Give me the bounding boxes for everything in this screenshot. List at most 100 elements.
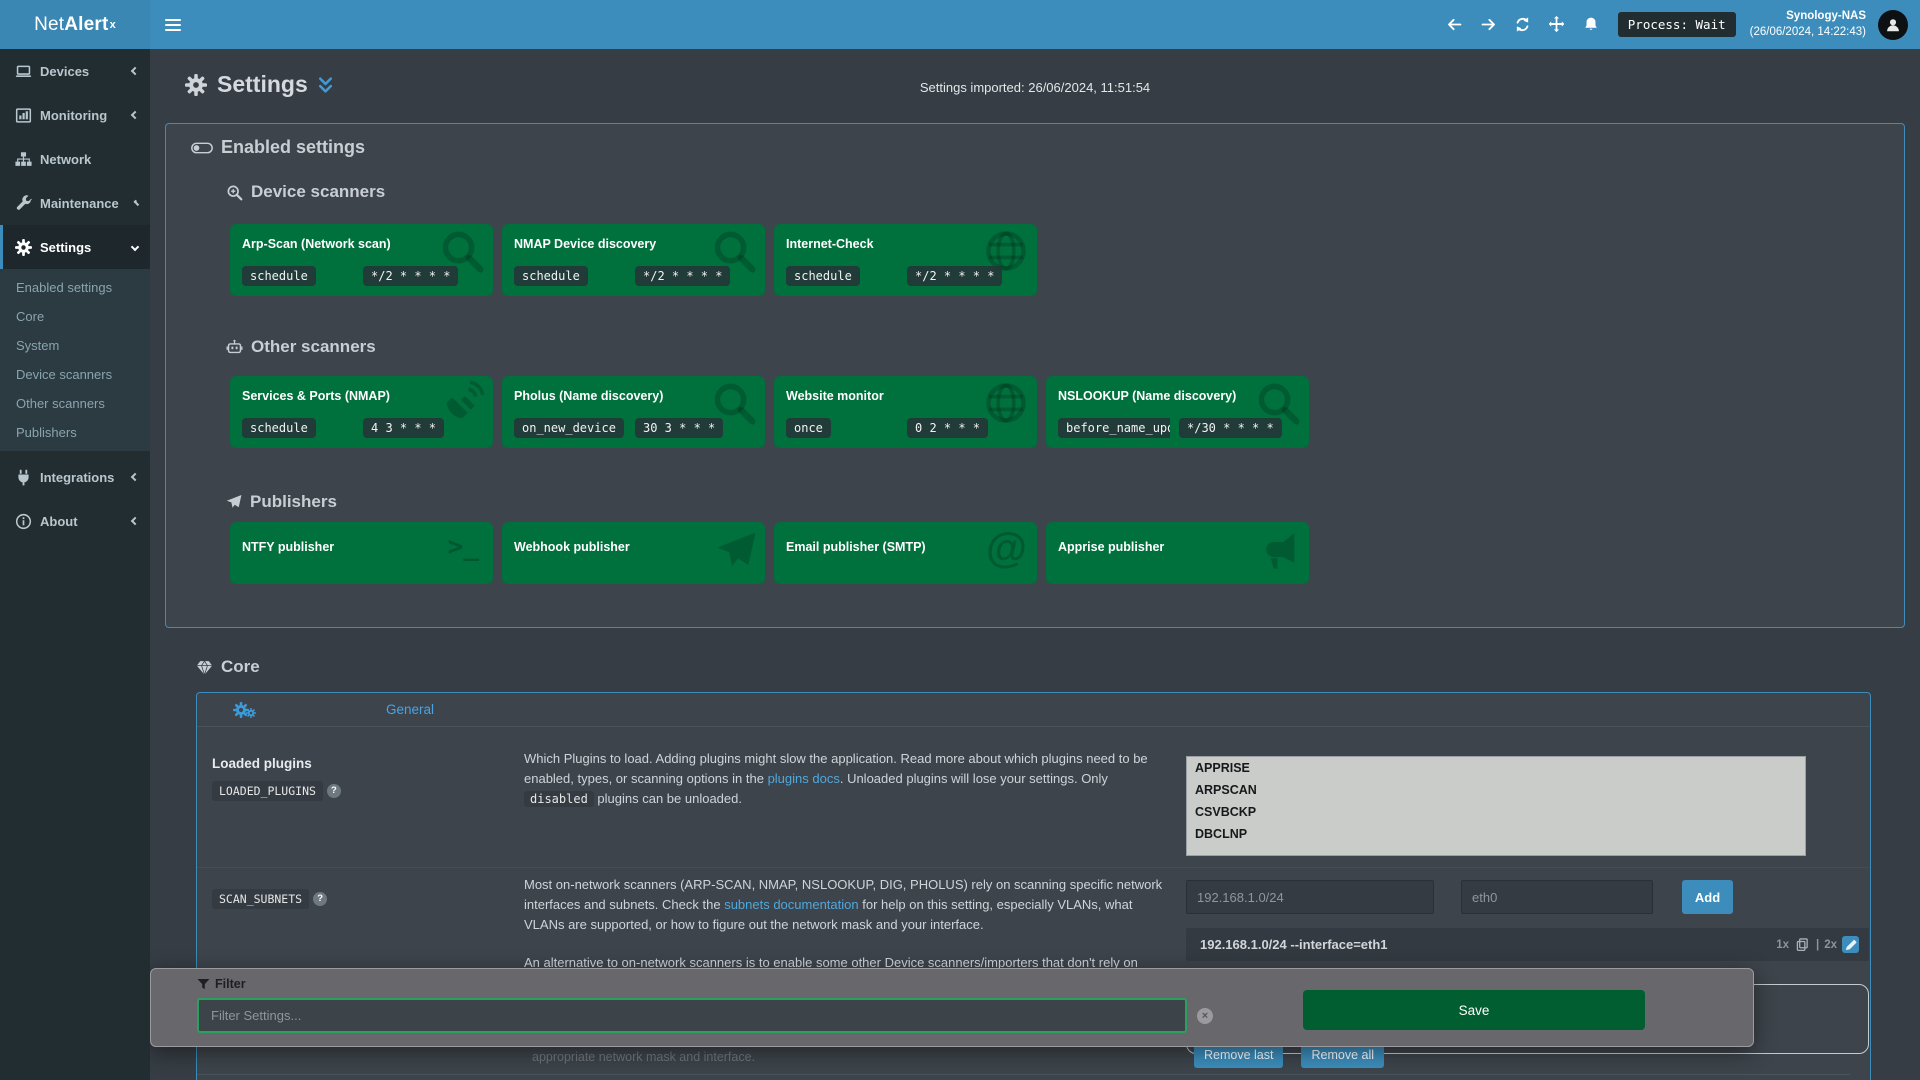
sidebar-label-maintenance: Maintenance	[40, 195, 119, 211]
funnel-icon	[197, 979, 210, 990]
description-text: for help on this setting, especially VLA…	[524, 897, 1133, 933]
chevron-left-icon	[130, 472, 140, 482]
cron-badge: */2 * * * *	[363, 266, 459, 286]
loaded-plugins-listbox[interactable]: APPRISE ARPSCAN CSVBCKP DBCLNP	[1186, 756, 1806, 856]
host-time: (26/06/2024, 14:22:43)	[1749, 25, 1866, 38]
add-subnet-button[interactable]: Add	[1682, 880, 1733, 914]
user-icon	[1884, 16, 1902, 34]
other-scanners-header: Other scanners	[226, 337, 376, 357]
nav-back-icon[interactable]	[1438, 0, 1472, 49]
listbox-option[interactable]: CSVBCKP	[1195, 805, 1257, 819]
enabled-settings-panel: Enabled settings Device scanners Arp-Sca…	[165, 123, 1905, 628]
nav-notifications-icon[interactable]	[1574, 0, 1608, 49]
enabled-settings-title: Enabled settings	[221, 137, 366, 157]
listbox-option[interactable]: APPRISE	[1195, 761, 1250, 775]
publisher-card-apprise[interactable]: Apprise publisher	[1046, 522, 1309, 584]
sidebar-item-core[interactable]: Core	[16, 309, 45, 324]
sidebar-item-maintenance[interactable]: Maintenance	[0, 181, 150, 225]
disabled-code: disabled	[524, 791, 594, 808]
sidebar-item-device-scanners[interactable]: Device scanners	[16, 367, 113, 382]
description-text: . Unloaded plugins will lose your settin…	[839, 771, 1108, 787]
cron-badge: 4 3 * * *	[363, 418, 445, 438]
interface-input[interactable]	[1461, 880, 1653, 914]
app-logo[interactable]: Net Alert x	[0, 0, 150, 49]
scanner-card-arpscan[interactable]: Arp-Scan (Network scan) schedule */2 * *…	[230, 224, 493, 296]
card-title: Website monitor	[786, 389, 884, 403]
edit-icon[interactable]	[1842, 936, 1859, 953]
cogs-icon	[233, 702, 256, 718]
sidebar-item-integrations[interactable]: Integrations	[0, 455, 150, 499]
scanner-card-pholus[interactable]: Pholus (Name discovery) on_new_device 30…	[502, 376, 765, 448]
filter-label-row: Filter	[197, 977, 246, 991]
hint-2x-label: 2x	[1824, 938, 1837, 951]
publisher-card-email[interactable]: Email publisher (SMTP) @	[774, 522, 1037, 584]
nav-forward-icon[interactable]	[1472, 0, 1506, 49]
publisher-card-ntfy[interactable]: NTFY publisher >_	[230, 522, 493, 584]
subnet-entry-text: 192.168.1.0/24 --interface=eth1	[1200, 937, 1388, 952]
card-title: Email publisher (SMTP)	[786, 540, 926, 554]
cron-badge: */2 * * * *	[635, 266, 731, 286]
subnet-input[interactable]	[1186, 880, 1434, 914]
subnet-entry-row[interactable]: 192.168.1.0/24 --interface=eth1 1x | 2x	[1186, 928, 1869, 961]
scanner-card-internet-check[interactable]: Internet-Check schedule */2 * * * *	[774, 224, 1037, 296]
nav-refresh-icon[interactable]	[1506, 0, 1540, 49]
scanner-card-nslookup[interactable]: NSLOOKUP (Name discovery) before_name_up…	[1046, 376, 1309, 448]
sidebar-item-publishers[interactable]: Publishers	[16, 425, 77, 440]
sidebar-label-settings: Settings	[40, 239, 92, 255]
schedule-type-badge: schedule	[786, 266, 860, 286]
core-header: Core	[196, 657, 260, 677]
copy-icon[interactable]	[1794, 936, 1811, 953]
plugins-docs-link[interactable]: plugins docs	[767, 771, 840, 787]
sidebar-item-system[interactable]: System	[16, 338, 60, 353]
hint-separator: |	[1815, 938, 1820, 951]
wrench-icon	[15, 195, 32, 212]
schedule-type-badge: schedule	[242, 418, 316, 438]
chevron-down-icon	[130, 242, 140, 252]
sidebar-item-enabled-settings[interactable]: Enabled settings	[16, 280, 113, 295]
page-header: Settings	[185, 71, 333, 98]
cron-badge: 30 3 * * *	[635, 418, 724, 438]
scan-subnets-description: Most on-network scanners (ARP-SCAN, NMAP…	[524, 875, 1164, 974]
save-button[interactable]: Save	[1303, 990, 1645, 1030]
cron-badge: */30 * * * *	[1179, 418, 1282, 438]
clear-filter-icon[interactable]: ×	[1197, 1008, 1213, 1024]
card-title: NSLOOKUP (Name discovery)	[1058, 389, 1237, 403]
help-icon[interactable]: ?	[326, 783, 341, 798]
publisher-card-webhook[interactable]: Webhook publisher	[502, 522, 765, 584]
gear-icon	[246, 708, 256, 718]
gem-icon	[196, 659, 213, 676]
user-avatar[interactable]	[1878, 9, 1908, 40]
listbox-option[interactable]: DBCLNP	[1195, 827, 1248, 841]
cron-badge: 0 2 * * *	[907, 418, 989, 438]
entry-hints: 1x | 2x	[1776, 936, 1859, 953]
sidebar-toggle-button[interactable]	[150, 0, 196, 49]
angles-down-icon[interactable]	[318, 76, 333, 94]
sidebar-item-network[interactable]: Network	[0, 137, 150, 181]
subnets-docs-link[interactable]: subnets documentation	[724, 897, 859, 913]
listbox-option[interactable]: ARPSCAN	[1195, 783, 1257, 797]
device-scanners-title: Device scanners	[251, 182, 386, 201]
card-title: Webhook publisher	[514, 540, 630, 554]
publishers-header: Publishers	[226, 492, 337, 512]
description-text-2: An alternative to on-network scanners is…	[524, 955, 1138, 971]
scanner-card-website-monitor[interactable]: Website monitor once 0 2 * * *	[774, 376, 1037, 448]
tab-general[interactable]: General	[386, 702, 435, 717]
help-icon[interactable]: ?	[313, 891, 328, 906]
toggle-icon	[191, 142, 213, 154]
sidebar-item-devices[interactable]: Devices	[0, 49, 150, 93]
move-icon	[1548, 16, 1565, 33]
scanner-card-services-ports[interactable]: Services & Ports (NMAP) schedule 4 3 * *…	[230, 376, 493, 448]
chevron-left-icon	[133, 199, 140, 207]
settings-submenu: Enabled settings Core System Device scan…	[0, 269, 150, 451]
info-icon	[15, 513, 32, 530]
sidebar-item-other-scanners[interactable]: Other scanners	[16, 396, 105, 411]
filter-settings-input[interactable]	[197, 998, 1187, 1033]
sidebar-item-monitoring[interactable]: Monitoring	[0, 93, 150, 137]
sidebar-item-about[interactable]: About	[0, 499, 150, 543]
core-tabbar: General	[197, 693, 1870, 727]
card-title: NMAP Device discovery	[514, 237, 657, 251]
scanner-card-nmap[interactable]: NMAP Device discovery schedule */2 * * *…	[502, 224, 765, 296]
sidebar-item-settings[interactable]: Settings	[0, 225, 150, 269]
core-title: Core	[221, 657, 260, 676]
nav-move-icon[interactable]	[1540, 0, 1574, 49]
